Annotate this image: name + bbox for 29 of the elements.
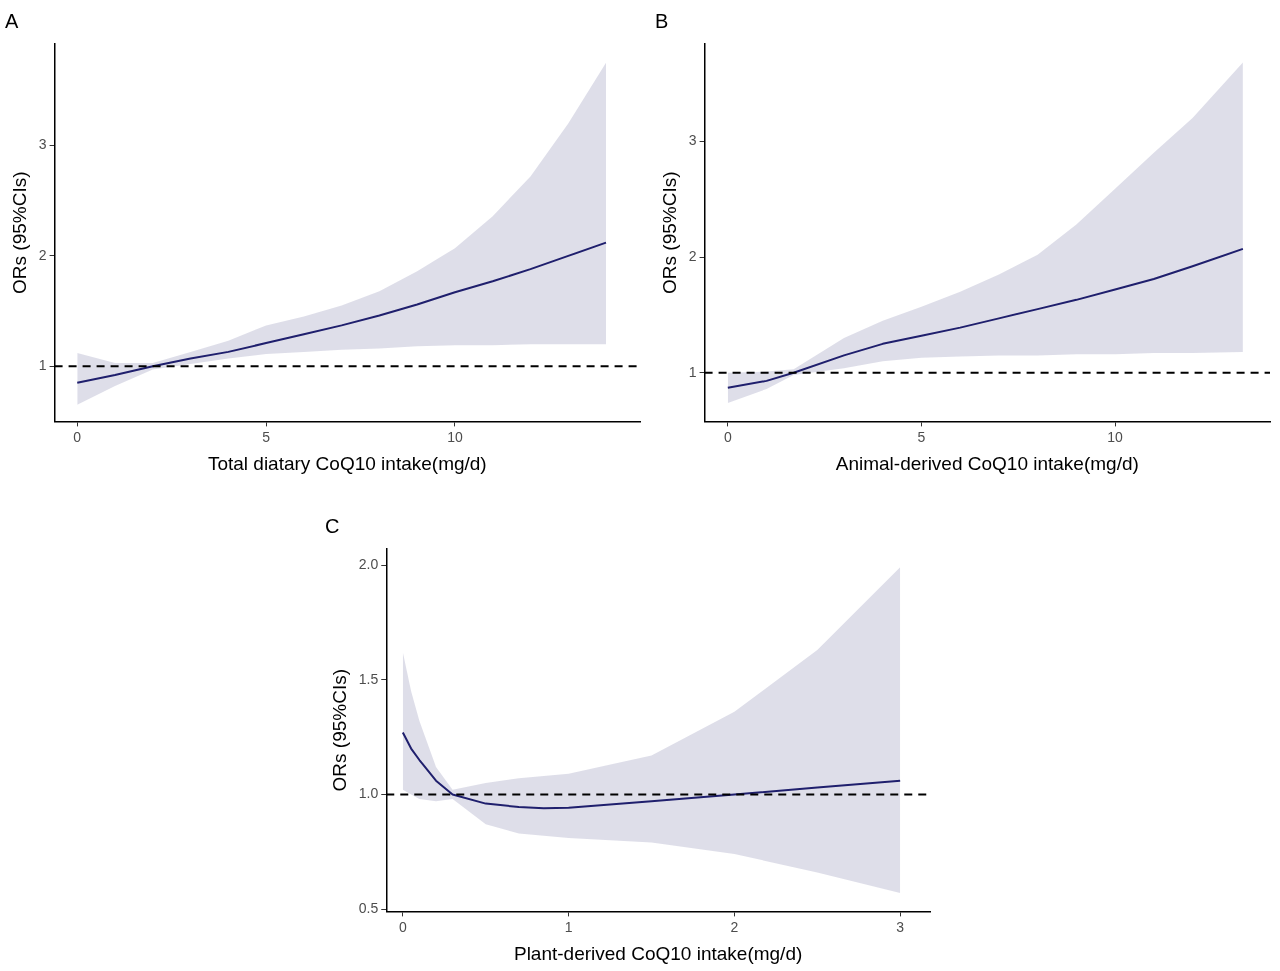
x-tick-label: 2	[730, 918, 739, 935]
x-axis-title: Animal-derived CoQ10 intake(mg/d)	[835, 452, 1139, 474]
y-tick-label: 1.0	[358, 785, 379, 802]
x-tick-label: 0	[73, 428, 82, 445]
y-tick-label: 1.5	[358, 670, 379, 687]
y-tick-label: 3	[688, 132, 697, 149]
y-axis-title: ORs (95%CIs)	[8, 171, 30, 294]
x-tick-label: 1	[564, 918, 573, 935]
x-tick-label: 10	[447, 428, 463, 445]
y-tick-label: 0.5	[358, 899, 379, 916]
x-tick-label: 0	[398, 918, 407, 935]
x-tick-label: 5	[262, 428, 271, 445]
chart-title: C	[325, 514, 340, 537]
x-axis-title: Plant-derived CoQ10 intake(mg/d)	[513, 942, 803, 964]
y-tick-label: 1	[688, 363, 697, 380]
y-tick-label: 2	[688, 247, 697, 264]
y-axis-title: ORs (95%CIs)	[658, 171, 680, 294]
chart-title: A	[5, 9, 19, 32]
x-tick-label: 0	[723, 428, 732, 445]
y-tick-label: 1	[38, 357, 47, 374]
y-axis-title: ORs (95%CIs)	[328, 668, 350, 792]
x-tick-label: 10	[1107, 428, 1124, 445]
y-tick-label: 2	[38, 246, 47, 263]
x-axis-title: Total diatary CoQ10 intake(mg/d)	[207, 452, 487, 474]
chart-title: B	[655, 9, 669, 32]
y-tick-label: 2.0	[358, 555, 379, 572]
x-tick-label: 5	[917, 428, 926, 445]
x-tick-label: 3	[896, 918, 905, 935]
y-tick-label: 3	[38, 136, 47, 153]
